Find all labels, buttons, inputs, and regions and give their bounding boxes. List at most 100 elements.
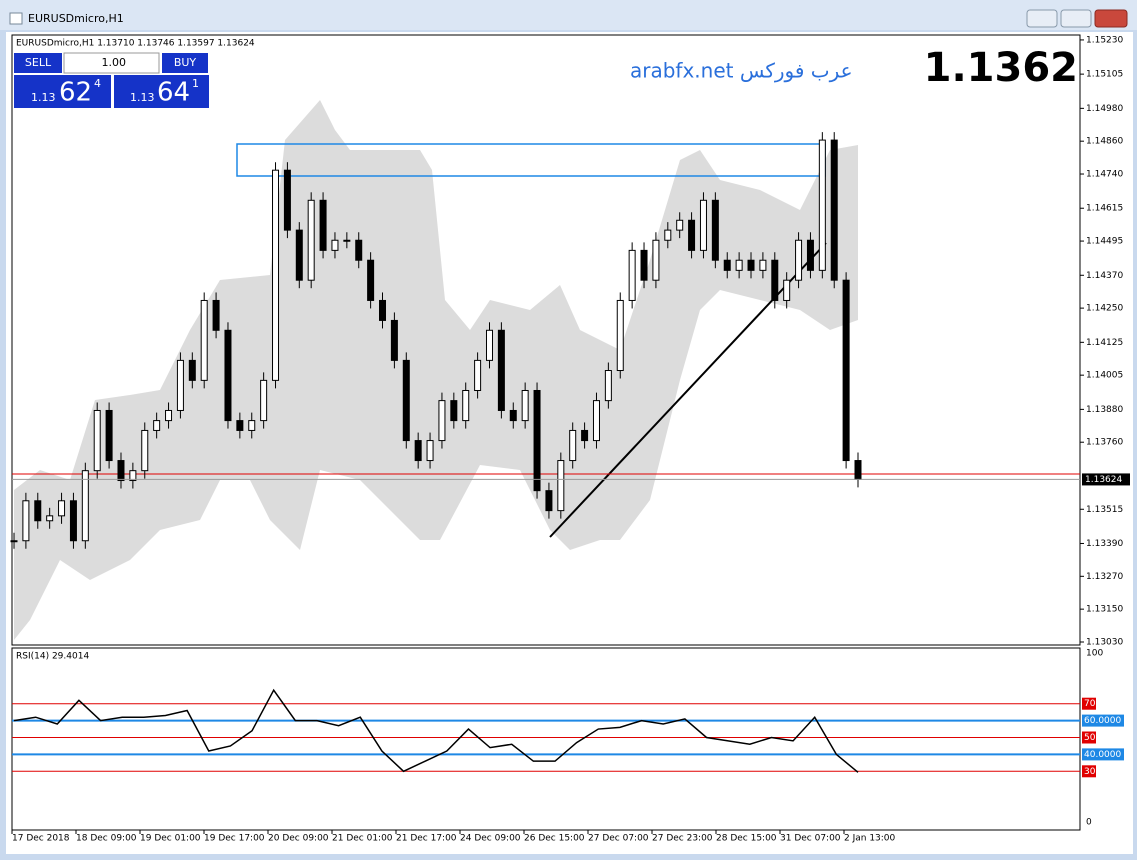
y-tick-label: 1.15230 <box>1086 35 1123 45</box>
minimize-button[interactable] <box>1026 9 1058 28</box>
bid-box[interactable] <box>14 75 111 108</box>
rsi-label: RSI(14) 29.4014 <box>16 652 89 662</box>
candle-body <box>747 259 755 271</box>
candle-body <box>236 420 244 431</box>
candle-body <box>248 420 256 431</box>
y-tick-label: 1.13390 <box>1086 539 1123 549</box>
candle-body <box>545 490 553 512</box>
candle-body <box>699 199 707 251</box>
x-tick-label: 21 Dec 17:00 <box>396 834 457 844</box>
x-tick-label: 28 Dec 15:00 <box>716 834 777 844</box>
x-tick-label: 19 Dec 17:00 <box>204 834 265 844</box>
y-tick-label: 1.14250 <box>1086 304 1123 314</box>
candle-body <box>771 259 779 301</box>
candle-body <box>640 249 648 281</box>
restore-button[interactable] <box>1060 9 1092 28</box>
candle-body <box>129 470 137 482</box>
candle-body <box>402 359 410 442</box>
candle-body <box>81 470 89 542</box>
rsi-tick-label: 0 <box>1086 818 1092 828</box>
sell-button[interactable] <box>14 53 62 73</box>
candle-body <box>105 409 113 462</box>
rsi-level-tag <box>1082 748 1124 761</box>
candle-body <box>414 440 422 462</box>
big-price: 1.1362 <box>924 45 1078 91</box>
candle-body <box>212 299 220 331</box>
candle-body <box>676 219 684 231</box>
ask-prefix: 1.13 <box>130 91 155 104</box>
y-tick-label: 1.14740 <box>1086 170 1123 180</box>
candle-body <box>759 259 767 271</box>
bid-fraction: 4 <box>94 77 101 90</box>
rsi-level-tag <box>1082 765 1096 778</box>
y-tick-label: 1.14370 <box>1086 271 1123 281</box>
close-button[interactable] <box>1094 9 1128 28</box>
candle-body <box>272 169 280 381</box>
candle-body <box>783 279 791 301</box>
candle-body <box>497 329 505 411</box>
price-tag <box>1082 473 1130 486</box>
rsi-tick-label: 100 <box>1086 649 1103 659</box>
candle-body <box>628 249 636 301</box>
candle-body <box>664 229 672 241</box>
candle-body <box>485 329 493 361</box>
candle-body <box>509 409 517 422</box>
y-tick-label: 1.13150 <box>1086 605 1123 615</box>
bid-prefix: 1.13 <box>31 91 56 104</box>
candle-body <box>22 500 30 542</box>
candle-body <box>723 259 731 271</box>
price-tag-label: 1.13624 <box>1085 475 1122 485</box>
candle-body <box>474 359 482 391</box>
candle-body <box>842 279 850 462</box>
candle-body <box>806 239 814 271</box>
y-tick-label: 1.13760 <box>1086 438 1123 448</box>
candle-body <box>854 460 862 480</box>
rsi-level-label: 60.0000 <box>1084 716 1121 726</box>
candle-body <box>426 440 434 462</box>
y-tick-label: 1.14860 <box>1086 137 1123 147</box>
window-icon <box>9 12 23 25</box>
ask-fraction: 1 <box>192 77 199 90</box>
y-tick-label: 1.13515 <box>1086 505 1123 515</box>
candle-body <box>557 460 565 512</box>
candle-body <box>93 409 101 472</box>
candle-body <box>224 329 232 422</box>
candle-body <box>533 389 541 492</box>
rsi-level-label: 50 <box>1084 733 1096 743</box>
candle-body <box>200 299 208 381</box>
ask-pips: 64 <box>157 78 190 108</box>
rsi-level-tag <box>1082 697 1096 710</box>
candle-body <box>141 429 149 472</box>
sell-label: SELL <box>25 56 52 69</box>
candle-body <box>283 169 291 231</box>
candle-body <box>69 500 77 542</box>
candle-body <box>307 199 315 281</box>
rsi-level-label: 30 <box>1084 767 1096 777</box>
buy-button[interactable] <box>162 53 208 73</box>
y-tick-label: 1.14980 <box>1086 104 1123 114</box>
rsi-level-label: 70 <box>1084 699 1096 709</box>
candle-body <box>521 389 529 422</box>
candle-body <box>604 370 612 402</box>
candle-body <box>795 239 803 281</box>
candle-body <box>331 239 339 251</box>
candle-body <box>379 299 387 321</box>
x-tick-label: 24 Dec 09:00 <box>460 834 521 844</box>
y-tick-label: 1.13030 <box>1086 637 1123 647</box>
candle-body <box>688 219 696 251</box>
bid-pips: 62 <box>59 78 92 108</box>
candle-body <box>58 500 66 517</box>
candle-body <box>188 359 196 381</box>
candle-body <box>260 379 268 422</box>
ask-box[interactable] <box>114 75 209 108</box>
candle-body <box>592 400 600 442</box>
y-tick-label: 1.14495 <box>1086 237 1123 247</box>
y-tick-label: 1.14615 <box>1086 204 1123 214</box>
candle-body <box>711 199 719 261</box>
x-tick-label: 26 Dec 15:00 <box>524 834 585 844</box>
volume-box[interactable] <box>63 52 160 74</box>
buy-label: BUY <box>174 56 197 69</box>
candle-body <box>176 359 184 411</box>
rsi-pane <box>11 647 1081 831</box>
candle-body <box>818 139 826 271</box>
